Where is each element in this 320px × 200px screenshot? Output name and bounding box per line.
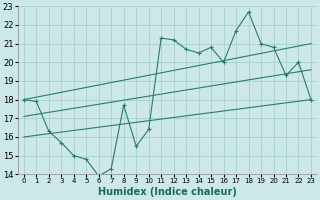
- X-axis label: Humidex (Indice chaleur): Humidex (Indice chaleur): [98, 187, 237, 197]
